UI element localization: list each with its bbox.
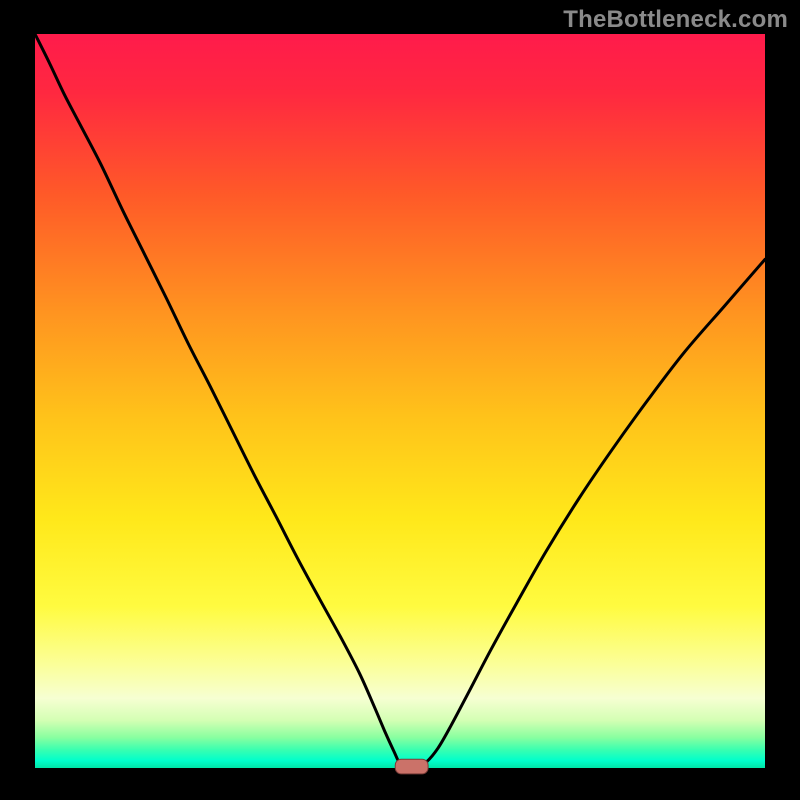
chart-container: TheBottleneck.com — [0, 0, 800, 800]
plot-background — [35, 34, 765, 768]
optimal-marker — [395, 759, 428, 774]
watermark-text: TheBottleneck.com — [563, 6, 788, 34]
bottleneck-chart — [0, 0, 800, 800]
